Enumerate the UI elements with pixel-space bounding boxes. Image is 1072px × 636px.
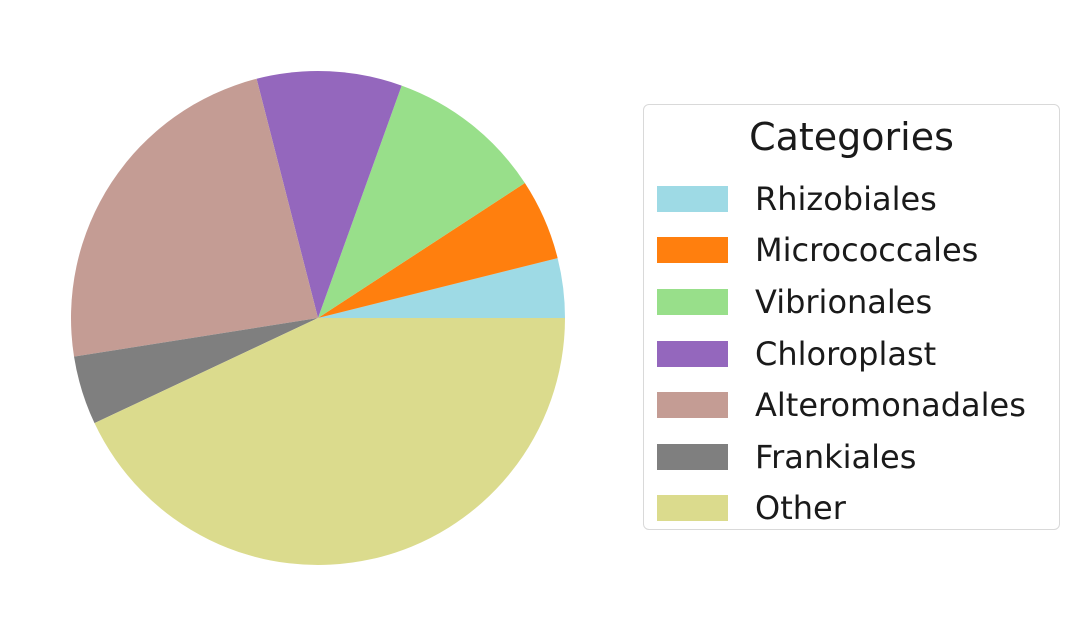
legend-swatch: [657, 495, 728, 522]
pie-slice-micrococcales: [318, 183, 558, 318]
legend-label: Frankiales: [755, 437, 917, 476]
legend-items: Rhizobiales Micrococcales Vibrionales Chlor…: [657, 173, 1026, 534]
legend-label: Micrococcales: [755, 231, 979, 270]
legend-item-micrococcales: Micrococcales: [657, 225, 1026, 277]
legend-item-frankiales: Frankiales: [657, 431, 1026, 483]
pie-slice-frankiales: [74, 318, 318, 424]
legend-item-other: Other: [657, 483, 1026, 535]
legend: Categories Rhizobiales Micrococcales Vibri…: [643, 104, 1060, 530]
pie-slice-other: [94, 318, 565, 565]
legend-swatch: [657, 185, 728, 212]
legend-item-rhizobiales: Rhizobiales: [657, 173, 1026, 225]
legend-label: Chloroplast: [755, 334, 937, 373]
pie-chart: [71, 71, 565, 565]
legend-label: Alteromonadales: [755, 386, 1026, 425]
legend-item-chloroplast: Chloroplast: [657, 328, 1026, 380]
legend-label: Vibrionales: [755, 282, 933, 321]
legend-label: Other: [755, 489, 846, 528]
pie-slice-alteromonadales: [71, 78, 319, 357]
legend-label: Rhizobiales: [755, 179, 937, 218]
legend-swatch: [657, 340, 728, 367]
legend-item-vibrionales: Vibrionales: [657, 276, 1026, 328]
pie-slice-chloroplast: [256, 71, 402, 318]
pie-slice-vibrionales: [318, 85, 525, 318]
legend-swatch: [657, 392, 728, 419]
legend-item-alteromonadales: Alteromonadales: [657, 379, 1026, 431]
legend-swatch: [657, 237, 728, 264]
legend-title: Categories: [749, 115, 954, 159]
legend-swatch: [657, 288, 728, 315]
legend-swatch: [657, 443, 728, 470]
pie-slice-rhizobiales: [318, 258, 565, 318]
